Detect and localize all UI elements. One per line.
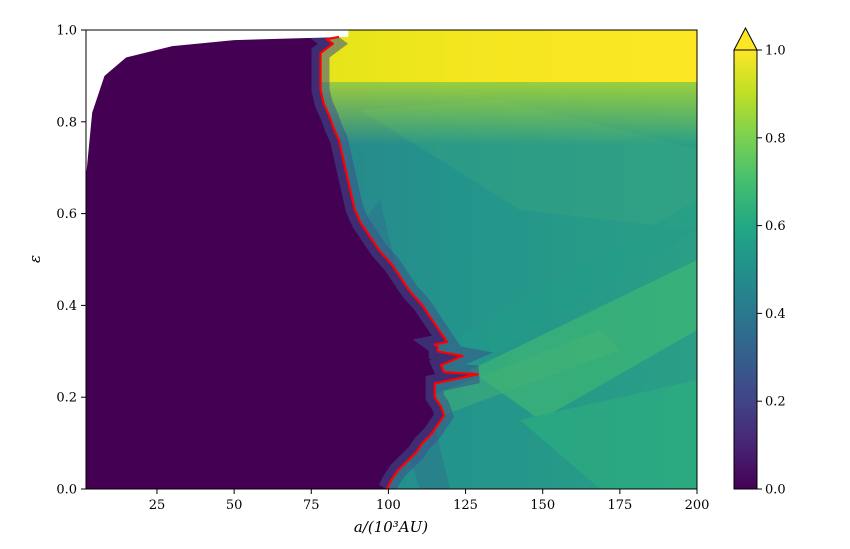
heatmap-top-band <box>300 30 697 82</box>
x-tick-label: 50 <box>226 498 243 513</box>
colorbar-tick-label: 0.0 <box>765 483 786 498</box>
y-tick-label: 0.4 <box>56 299 77 314</box>
x-tick-label: 200 <box>685 498 710 513</box>
x-tick-label: 125 <box>453 498 478 513</box>
x-axis-label: a/(10³AU) <box>354 518 428 536</box>
colorbar-tick-label: 0.6 <box>765 219 786 234</box>
contour-line <box>319 35 479 489</box>
colorbar-extend-arrow <box>733 26 758 51</box>
x-tick-label: 175 <box>607 498 632 513</box>
y-tick-label: 0.6 <box>56 207 77 222</box>
plot-frame <box>85 29 698 490</box>
colorbar-tick-label: 1.0 <box>765 44 786 59</box>
x-tick-label: 75 <box>303 498 320 513</box>
x-tick-label: 100 <box>376 498 401 513</box>
y-tick-label: 0.2 <box>56 391 77 406</box>
y-axis: 0.0 0.2 0.4 0.6 0.8 1.0 <box>56 24 86 498</box>
plot-area <box>86 30 697 489</box>
colorbar-tick-label: 0.4 <box>765 307 786 322</box>
heatmap-low-region <box>86 30 478 489</box>
y-axis-label: ε <box>26 255 44 263</box>
excluded-region <box>86 30 349 177</box>
colorbar-tick-label: 0.8 <box>765 131 786 146</box>
y-tick-label: 0.0 <box>56 483 77 498</box>
y-tick-label: 0.8 <box>56 115 77 130</box>
colorbar-ticks: 0.0 0.2 0.4 0.6 0.8 1.0 <box>757 44 786 498</box>
colorbar: 0.0 0.2 0.4 0.6 0.8 1.0 <box>733 26 786 498</box>
upper-fade <box>300 75 697 145</box>
x-tick-label: 25 <box>149 498 166 513</box>
y-tick-label: 1.0 <box>56 24 77 39</box>
x-axis: 25 50 75 100 125 150 175 200 <box>149 489 710 513</box>
colorbar-tick-label: 0.2 <box>765 395 786 410</box>
colorbar-frame <box>733 50 758 490</box>
colorbar-gradient <box>734 50 757 489</box>
x-tick-label: 150 <box>530 498 555 513</box>
